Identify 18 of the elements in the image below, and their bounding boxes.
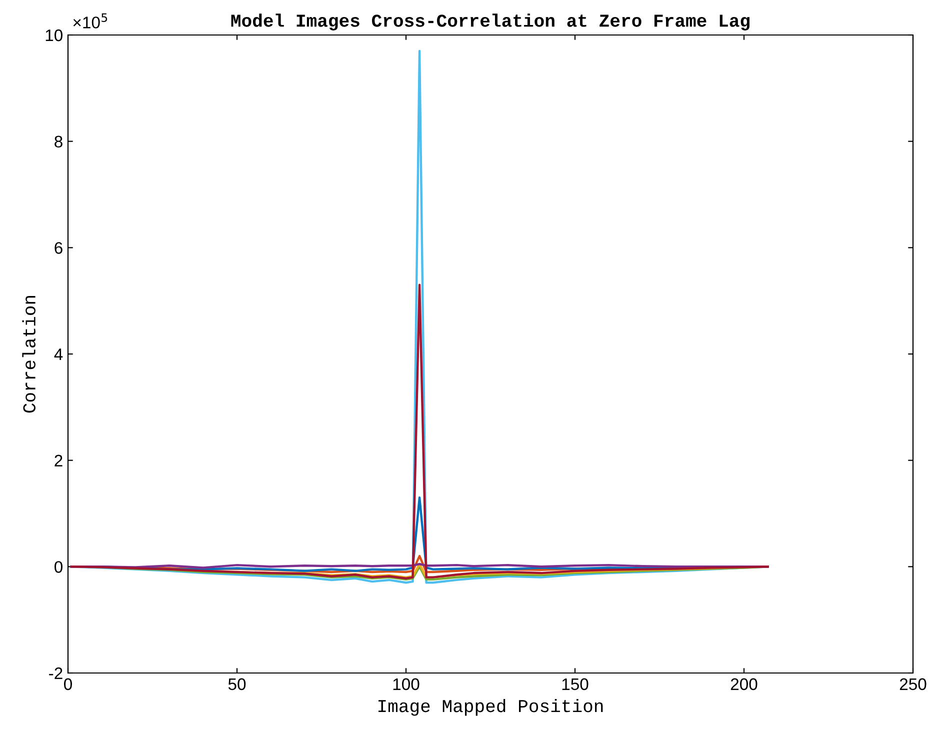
y-tick-label: 10 (46, 29, 62, 42)
x-tick-label: 100 (393, 678, 420, 690)
y-tick-label: 2 (54, 454, 62, 466)
x-tick-label: 250 (900, 678, 926, 690)
x-tick-label: 50 (228, 678, 246, 690)
line-series (70, 284, 769, 580)
x-tick-label: 150 (562, 678, 588, 690)
x-tick-label: 0 (64, 678, 72, 690)
y-tick-label: -2 (49, 667, 62, 680)
text: ×10$^{5}$ (73, 13, 108, 28)
x-axis-title: Image Mapped Position (378, 698, 603, 716)
chart-title: Model Images Cross-Correlation at Zero Frame Lag (231, 14, 750, 30)
y-tick-label: 0 (54, 561, 62, 573)
y-axis-title: Correlation (22, 296, 36, 413)
y-tick-label: 4 (54, 348, 63, 360)
y-tick-label: 8 (54, 136, 62, 148)
x-tick-label: 200 (730, 678, 758, 690)
y-tick-label: 6 (54, 242, 62, 254)
